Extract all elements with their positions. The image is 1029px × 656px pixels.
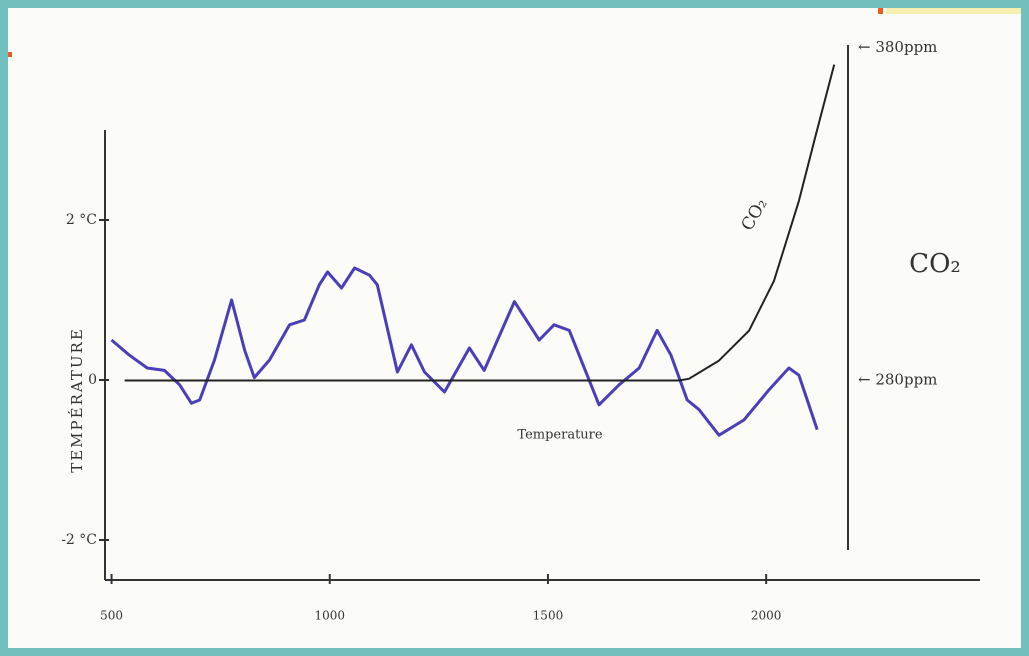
y2-axis-label: CO₂ xyxy=(909,249,961,279)
y-axis-label: TEMPÉRATURE xyxy=(68,327,86,473)
y-tick-label: -2 °C xyxy=(61,532,97,548)
y-tick-label: 0 xyxy=(88,372,97,388)
series-label: Temperature xyxy=(517,428,602,443)
x-tick-label: 1500 xyxy=(533,609,564,623)
series-line xyxy=(110,266,819,437)
y2-tick-label: ← 380ppm xyxy=(858,38,937,56)
x-tick-label: 2000 xyxy=(751,609,782,623)
x-tick-label: 500 xyxy=(100,609,123,623)
series-line xyxy=(124,64,836,382)
y2-tick-label: ← 280ppm xyxy=(858,371,937,389)
x-tick-label: 1000 xyxy=(314,609,345,623)
y-tick-label: 2 °C xyxy=(66,212,97,228)
